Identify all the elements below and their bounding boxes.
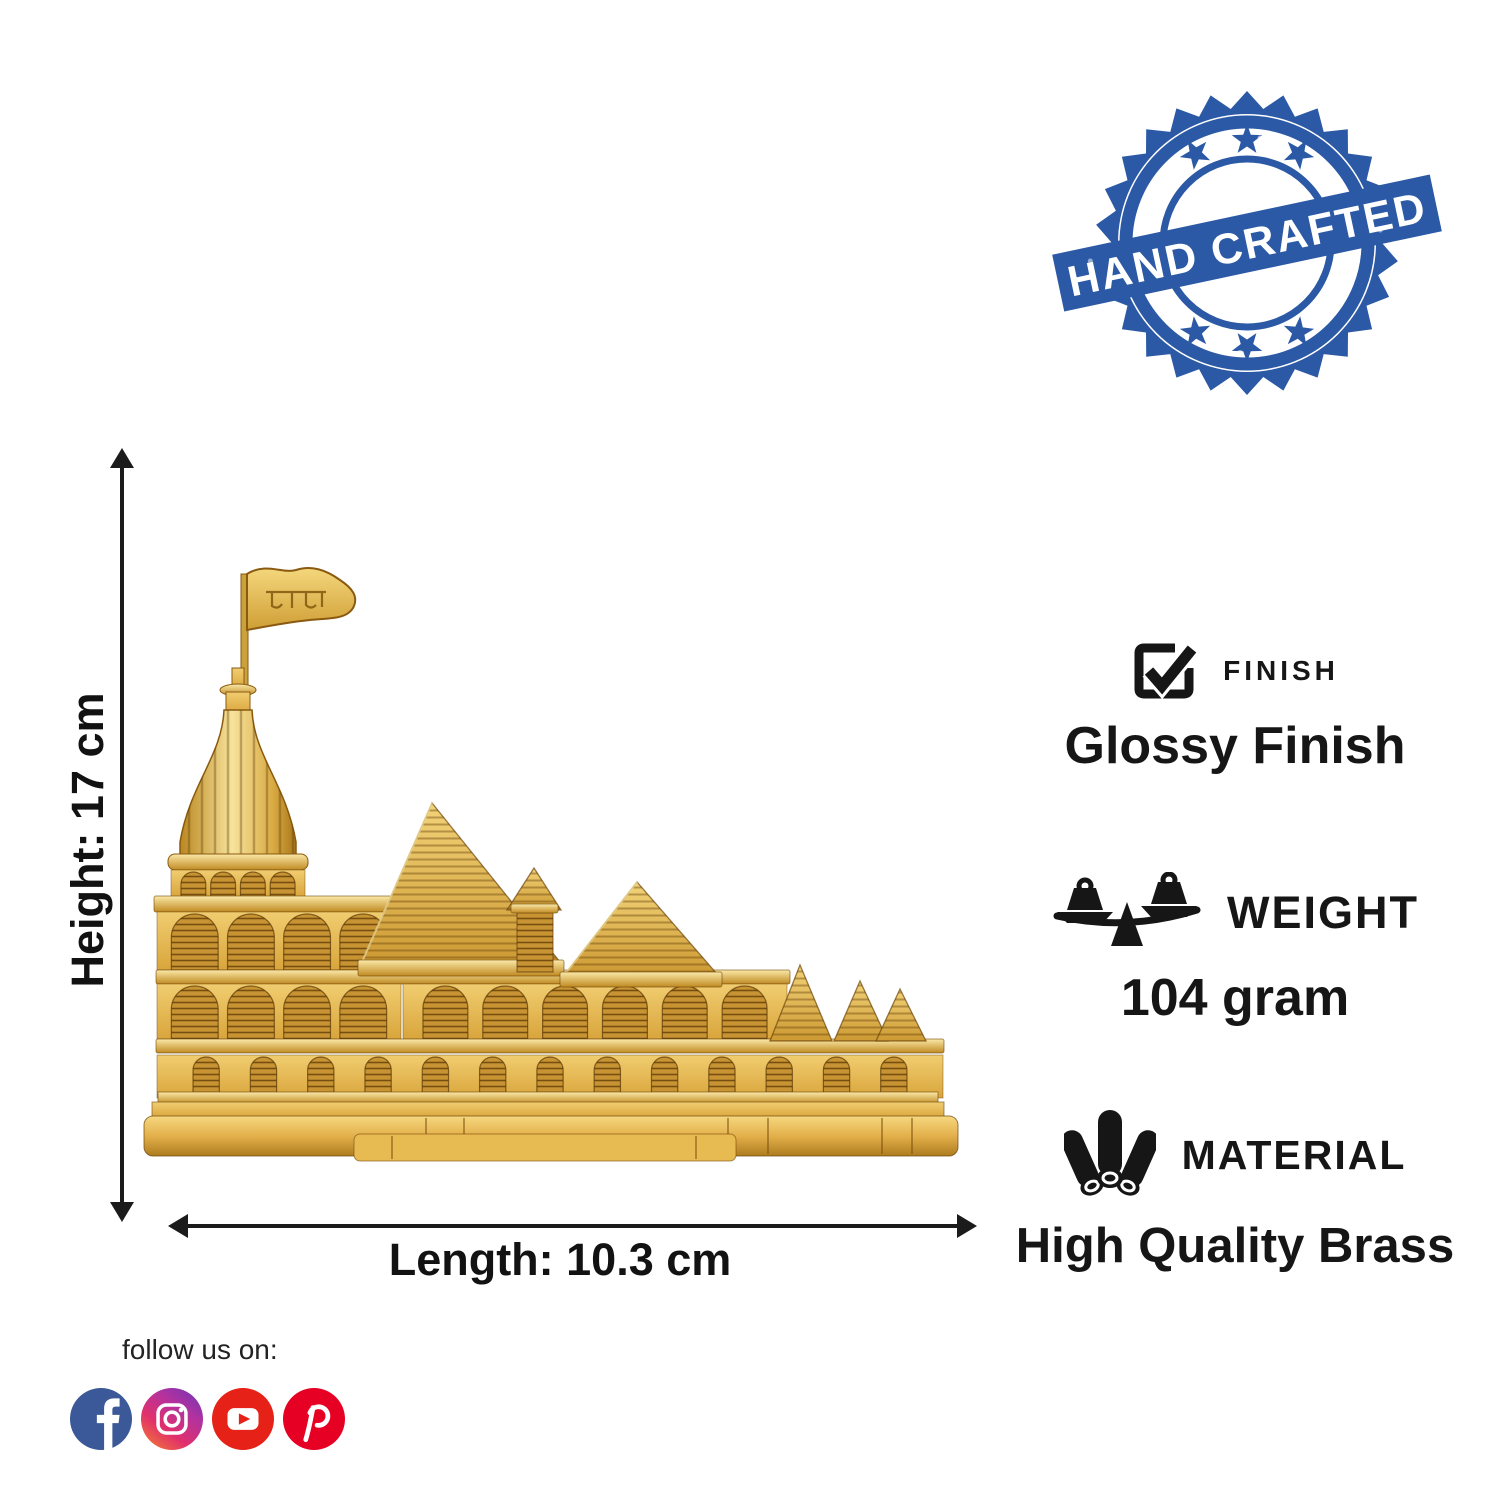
product-image-temple [143, 567, 959, 1162]
temple-flag [246, 567, 357, 632]
finish-label: FINISH [1223, 655, 1339, 686]
weight-label: WEIGHT [1227, 887, 1419, 938]
arrow-down-icon [110, 1202, 134, 1222]
spec-weight: WEIGHT 104 gram [985, 872, 1485, 1028]
facebook-icon[interactable] [70, 1388, 132, 1450]
arrow-left-icon [168, 1214, 188, 1238]
material-label: MATERIAL [1181, 1131, 1407, 1178]
follow-us-label: follow us on: [122, 1334, 278, 1365]
base-front-step [353, 1133, 737, 1162]
checkbox-check-icon [1134, 643, 1198, 700]
flag-inscription [266, 590, 326, 609]
balance-scale-icon [1053, 872, 1201, 946]
temple-base-platform [143, 1091, 959, 1162]
youtube-icon[interactable] [212, 1388, 274, 1450]
temple-walls [153, 801, 945, 1099]
dome-collar [167, 853, 309, 871]
length-label: Length: 10.3 cm [388, 1234, 732, 1285]
handcrafted-stamp: HAND CRAFTED [1052, 91, 1442, 395]
instagram-icon[interactable] [141, 1388, 203, 1450]
length-dimension-arrow [168, 1214, 977, 1238]
pinterest-icon[interactable] [283, 1388, 345, 1450]
height-dimension-arrow [110, 448, 134, 1222]
social-icons [70, 1388, 345, 1450]
stamp-ribbon [1052, 174, 1442, 312]
spec-material: MATERIAL High Quality Brass [985, 1106, 1485, 1274]
finish-value: Glossy Finish [1064, 717, 1406, 775]
arrow-up-icon [110, 448, 134, 468]
material-value: High Quality Brass [1015, 1219, 1455, 1273]
arrow-right-icon [957, 1214, 977, 1238]
metal-rods-icon [1063, 1110, 1156, 1196]
spec-finish: FINISH Glossy Finish [985, 640, 1485, 776]
height-label: Height: 17 cm [62, 692, 113, 988]
weight-value: 104 gram [1120, 969, 1350, 1027]
